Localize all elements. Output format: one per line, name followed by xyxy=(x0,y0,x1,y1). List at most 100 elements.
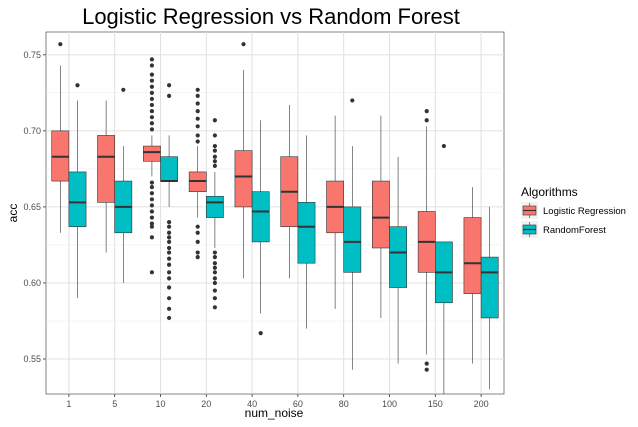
outlier-point xyxy=(350,98,355,103)
outlier-point xyxy=(149,121,155,126)
outlier-point xyxy=(166,285,172,290)
outlier-point xyxy=(75,83,80,88)
outlier-point xyxy=(166,296,172,301)
box-group xyxy=(434,143,453,394)
y-tick-label: 0.75 xyxy=(23,50,41,60)
outlier-point xyxy=(195,255,200,260)
outlier-point xyxy=(166,83,172,88)
box-group xyxy=(297,135,316,329)
outlier-point xyxy=(424,367,429,372)
box xyxy=(297,202,316,264)
outlier-point xyxy=(258,331,263,336)
outlier-point xyxy=(166,270,172,275)
outlier-point xyxy=(166,230,172,235)
box-group xyxy=(234,42,253,279)
box-group xyxy=(389,156,407,364)
x-tick-label: 80 xyxy=(339,399,349,409)
legend-label: Logistic Regression xyxy=(543,206,626,217)
outlier-point xyxy=(212,255,217,260)
outlier-point xyxy=(195,87,200,92)
outlier-point xyxy=(149,90,155,95)
x-tick-label: 100 xyxy=(382,399,397,409)
outlier-point xyxy=(195,250,200,255)
outlier-point xyxy=(195,230,200,235)
outlier-point xyxy=(195,101,200,106)
x-tick-label: 5 xyxy=(112,399,117,409)
box xyxy=(97,135,116,203)
outlier-point xyxy=(149,127,155,132)
box-groups xyxy=(51,42,499,394)
box xyxy=(251,191,270,243)
box xyxy=(234,150,253,208)
outlier-point xyxy=(212,118,217,123)
box xyxy=(206,195,224,218)
x-tick-label: 200 xyxy=(474,399,489,409)
outlier-point xyxy=(149,197,155,202)
outlier-point xyxy=(195,139,200,144)
outlier-point xyxy=(195,133,200,138)
outlier-point xyxy=(166,262,172,267)
outlier-point xyxy=(212,250,217,255)
outlier-point xyxy=(149,224,155,229)
outlier-point xyxy=(149,63,155,68)
x-tick-label: 40 xyxy=(247,399,257,409)
box-group xyxy=(372,115,390,318)
outlier-point xyxy=(58,42,63,47)
box-group xyxy=(251,120,270,336)
outlier-point xyxy=(166,239,172,244)
chart-title: Logistic Regression vs Random Forest xyxy=(82,4,460,29)
outlier-point xyxy=(195,108,200,114)
outlier-point xyxy=(149,209,155,214)
outlier-point xyxy=(212,265,217,270)
box xyxy=(143,145,161,162)
outlier-point xyxy=(149,115,155,120)
box xyxy=(343,206,362,273)
box-group xyxy=(114,87,133,283)
outlier-point xyxy=(166,256,172,261)
outlier-point xyxy=(212,154,217,159)
x-axis-title: num_noise xyxy=(245,406,304,420)
outlier-point xyxy=(149,78,155,83)
legend-label: RandomForest xyxy=(543,225,606,236)
outlier-point xyxy=(149,84,155,89)
x-tick-label: 10 xyxy=(155,399,165,409)
outlier-point xyxy=(149,72,155,77)
legend: Algorithms Logistic Regression RandomFore… xyxy=(521,185,626,238)
outlier-point xyxy=(121,87,126,92)
outlier-point xyxy=(195,124,200,129)
y-axis-title: acc xyxy=(6,204,20,223)
legend-title: Algorithms xyxy=(521,185,578,199)
y-tick-label: 0.55 xyxy=(23,354,41,364)
outlier-point xyxy=(195,93,200,98)
box-group xyxy=(343,98,362,370)
x-tick-label: 1 xyxy=(66,399,71,409)
box-group xyxy=(480,206,499,390)
y-tick-label: 0.65 xyxy=(23,202,41,212)
box-group xyxy=(463,187,482,364)
outlier-point xyxy=(149,215,155,220)
outlier-point xyxy=(166,93,172,98)
outlier-point xyxy=(441,143,446,149)
box-group xyxy=(280,105,299,279)
legend-key xyxy=(521,221,538,238)
outlier-point xyxy=(212,276,217,281)
outlier-point xyxy=(212,133,217,138)
outlier-point xyxy=(149,185,155,190)
outlier-point xyxy=(195,239,200,244)
legend-key xyxy=(521,202,538,219)
outlier-point xyxy=(241,42,246,47)
outlier-point xyxy=(212,143,217,149)
outlier-point xyxy=(212,163,217,168)
box xyxy=(372,180,390,249)
box xyxy=(463,217,482,294)
outlier-point xyxy=(166,250,172,255)
outlier-point xyxy=(149,180,155,185)
outlier-point xyxy=(149,108,155,114)
outlier-point xyxy=(149,96,155,102)
outlier-point xyxy=(424,361,429,366)
y-axis: 0.55 0.60 0.65 0.70 0.75 xyxy=(23,50,46,364)
x-tick-label: 150 xyxy=(428,399,443,409)
outlier-point xyxy=(212,148,217,153)
outlier-point xyxy=(149,221,155,226)
